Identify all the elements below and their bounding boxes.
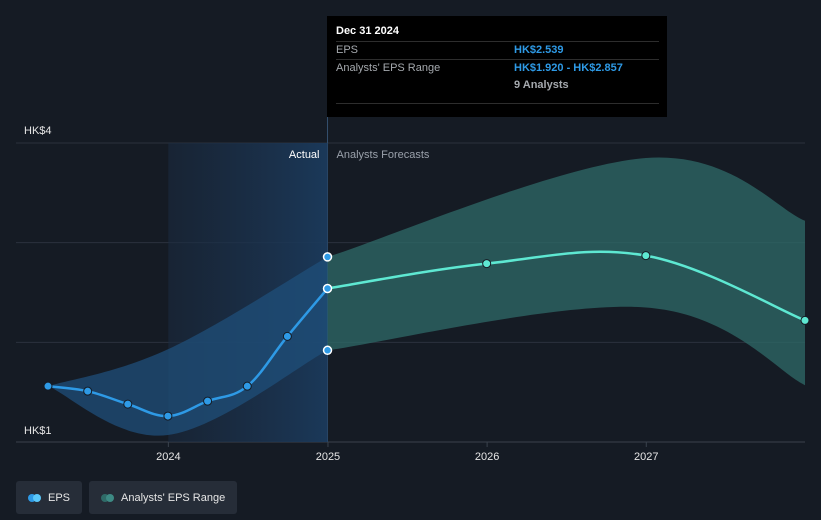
x-tick-label: 2026 — [475, 451, 499, 463]
point-layer — [43, 251, 810, 421]
actual-range-band — [48, 256, 328, 436]
tooltip-date: Dec 31 2024 — [336, 25, 399, 37]
y-axis-label-bottom: HK$1 — [24, 425, 52, 437]
tooltip-row-range: Analysts' EPS Range HK$1.920 - HK$2.857 — [336, 59, 659, 77]
tooltip-row-eps: EPS HK$2.539 — [336, 41, 659, 59]
tooltip: Dec 31 2024 EPS HK$2.539 Analysts' EPS R… — [327, 16, 667, 117]
eps-point-selected — [322, 283, 333, 294]
eps-point — [83, 386, 93, 396]
range-low-point — [322, 345, 333, 356]
tooltip-eps-value: HK$2.539 — [514, 44, 564, 56]
eps-point — [163, 411, 173, 421]
x-tick-label: 2024 — [156, 451, 180, 463]
tooltip-eps-label: EPS — [336, 44, 359, 56]
x-tick-label: 2025 — [316, 451, 340, 463]
eps-point — [282, 331, 292, 341]
forecast-range-band — [327, 157, 805, 386]
x-tick-label: 2027 — [634, 451, 658, 463]
legend-range-swatch-icon — [101, 493, 115, 502]
label-layer: HK$4 HK$1 Actual Analysts Forecasts — [24, 125, 430, 437]
eps-line — [47, 287, 329, 418]
y-axis-label-top: HK$4 — [24, 125, 52, 137]
tooltip-range-value: HK$1.920 - HK$2.857 — [514, 62, 623, 74]
legend-eps-swatch-icon — [28, 493, 42, 502]
forecast-zone-label: Analysts Forecasts — [337, 149, 430, 161]
x-axis: 2024 2025 2026 2027 — [156, 442, 659, 463]
tooltip-divider — [336, 103, 659, 104]
legend-item-eps[interactable]: EPS — [16, 481, 83, 514]
legend-range-label: Analysts' EPS Range — [121, 491, 226, 504]
line-layer — [47, 250, 806, 418]
legend-item-range[interactable]: Analysts' EPS Range — [89, 481, 238, 514]
forecast-point — [641, 251, 651, 261]
forecast-point — [482, 259, 492, 269]
eps-point — [43, 381, 53, 391]
eps-point — [203, 396, 213, 406]
range-band-layer — [48, 157, 805, 436]
legend-eps-label: EPS — [48, 491, 71, 504]
range-high-point — [322, 252, 333, 262]
eps-point — [242, 381, 252, 391]
tooltip-range-label: Analysts' EPS Range — [336, 62, 441, 74]
tooltip-row-analysts: 9 Analysts — [336, 77, 659, 94]
legend: EPS Analysts' EPS Range — [16, 481, 238, 514]
forecast-line — [327, 250, 806, 322]
tooltip-analysts-count: 9 Analysts — [514, 79, 569, 91]
forecast-point — [800, 315, 810, 325]
actual-zone-label: Actual — [289, 149, 320, 161]
eps-point — [123, 399, 133, 409]
